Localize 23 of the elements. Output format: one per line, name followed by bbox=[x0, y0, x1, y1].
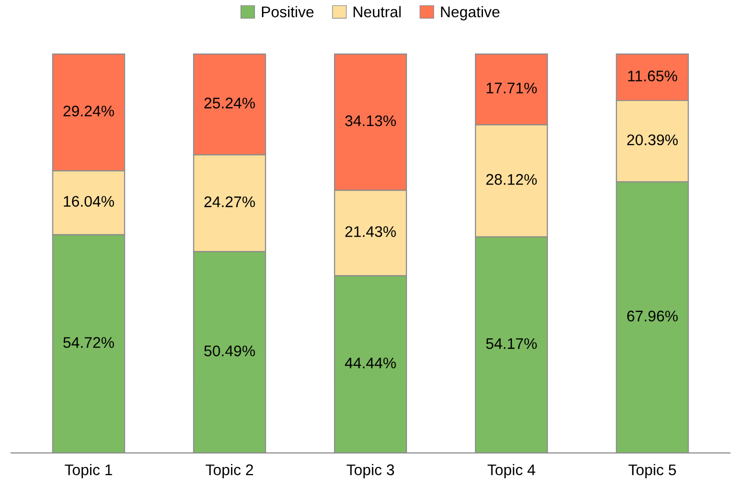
data-label: 28.12% bbox=[486, 174, 537, 185]
data-label: 50.49% bbox=[204, 345, 255, 356]
data-label: 34.13% bbox=[345, 115, 396, 126]
x-tick-label: Topic 5 bbox=[628, 464, 676, 478]
data-label: 25.24% bbox=[204, 98, 255, 108]
legend-label: Positive bbox=[262, 6, 314, 18]
legend-label: Negative bbox=[441, 6, 500, 20]
x-tick-label: Topic 1 bbox=[64, 464, 112, 478]
x-tick-label: Topic 4 bbox=[488, 464, 536, 478]
data-label: 24.27% bbox=[204, 196, 255, 208]
data-label: 54.17% bbox=[486, 338, 537, 349]
data-label: 17.71% bbox=[486, 82, 537, 94]
data-label: 21.43% bbox=[345, 226, 396, 238]
data-label: 54.72% bbox=[63, 337, 114, 348]
data-label: 11.65% bbox=[628, 70, 678, 82]
data-label: 20.39% bbox=[627, 134, 678, 146]
legend-label: Neutral bbox=[354, 6, 401, 18]
data-label: 67.96% bbox=[627, 310, 678, 322]
data-label: 29.24% bbox=[63, 106, 114, 116]
x-tick-label: Topic 3 bbox=[346, 464, 394, 478]
data-label: 16.04% bbox=[64, 196, 114, 207]
data-label: 44.44% bbox=[344, 358, 396, 368]
x-tick-label: Topic 2 bbox=[206, 464, 253, 478]
